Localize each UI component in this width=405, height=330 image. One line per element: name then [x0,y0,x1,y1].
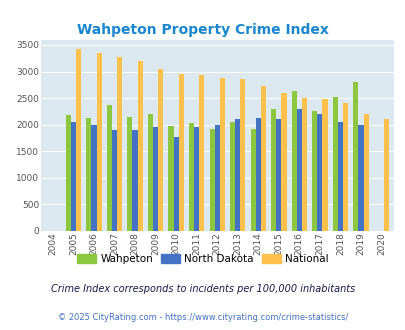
Bar [358,125,362,231]
Bar [127,117,132,231]
Bar [107,105,112,231]
Bar [332,97,337,231]
Bar [271,109,275,231]
Bar [199,76,204,231]
Legend: Wahpeton, North Dakota, National: Wahpeton, North Dakota, National [73,249,332,268]
Bar [86,118,91,231]
Bar [260,86,265,231]
Bar [296,109,301,231]
Bar [214,125,219,231]
Bar [281,93,286,231]
Bar [117,57,122,231]
Bar [219,78,224,231]
Bar [234,119,240,231]
Bar [188,123,194,231]
Bar [275,119,281,231]
Bar [153,127,158,231]
Bar [112,130,117,231]
Bar [240,80,245,231]
Bar [137,61,143,231]
Bar [147,114,153,231]
Bar [352,82,358,231]
Bar [76,49,81,231]
Bar [178,74,183,231]
Bar [96,53,101,231]
Bar [91,125,96,231]
Bar [71,122,76,231]
Bar [322,99,327,231]
Bar [230,122,234,231]
Bar [194,127,199,231]
Bar [173,137,178,231]
Bar [383,119,388,231]
Bar [158,69,163,231]
Bar [132,130,137,231]
Bar [291,91,296,231]
Bar [311,112,317,231]
Bar [301,98,306,231]
Bar [317,114,322,231]
Bar [337,122,342,231]
Bar [362,114,368,231]
Text: Crime Index corresponds to incidents per 100,000 inhabitants: Crime Index corresponds to incidents per… [51,284,354,294]
Bar [342,103,347,231]
Bar [250,129,255,231]
Bar [66,115,71,231]
Text: Wahpeton Property Crime Index: Wahpeton Property Crime Index [77,23,328,37]
Bar [168,126,173,231]
Text: © 2025 CityRating.com - https://www.cityrating.com/crime-statistics/: © 2025 CityRating.com - https://www.city… [58,313,347,322]
Bar [209,129,214,231]
Bar [255,118,260,231]
